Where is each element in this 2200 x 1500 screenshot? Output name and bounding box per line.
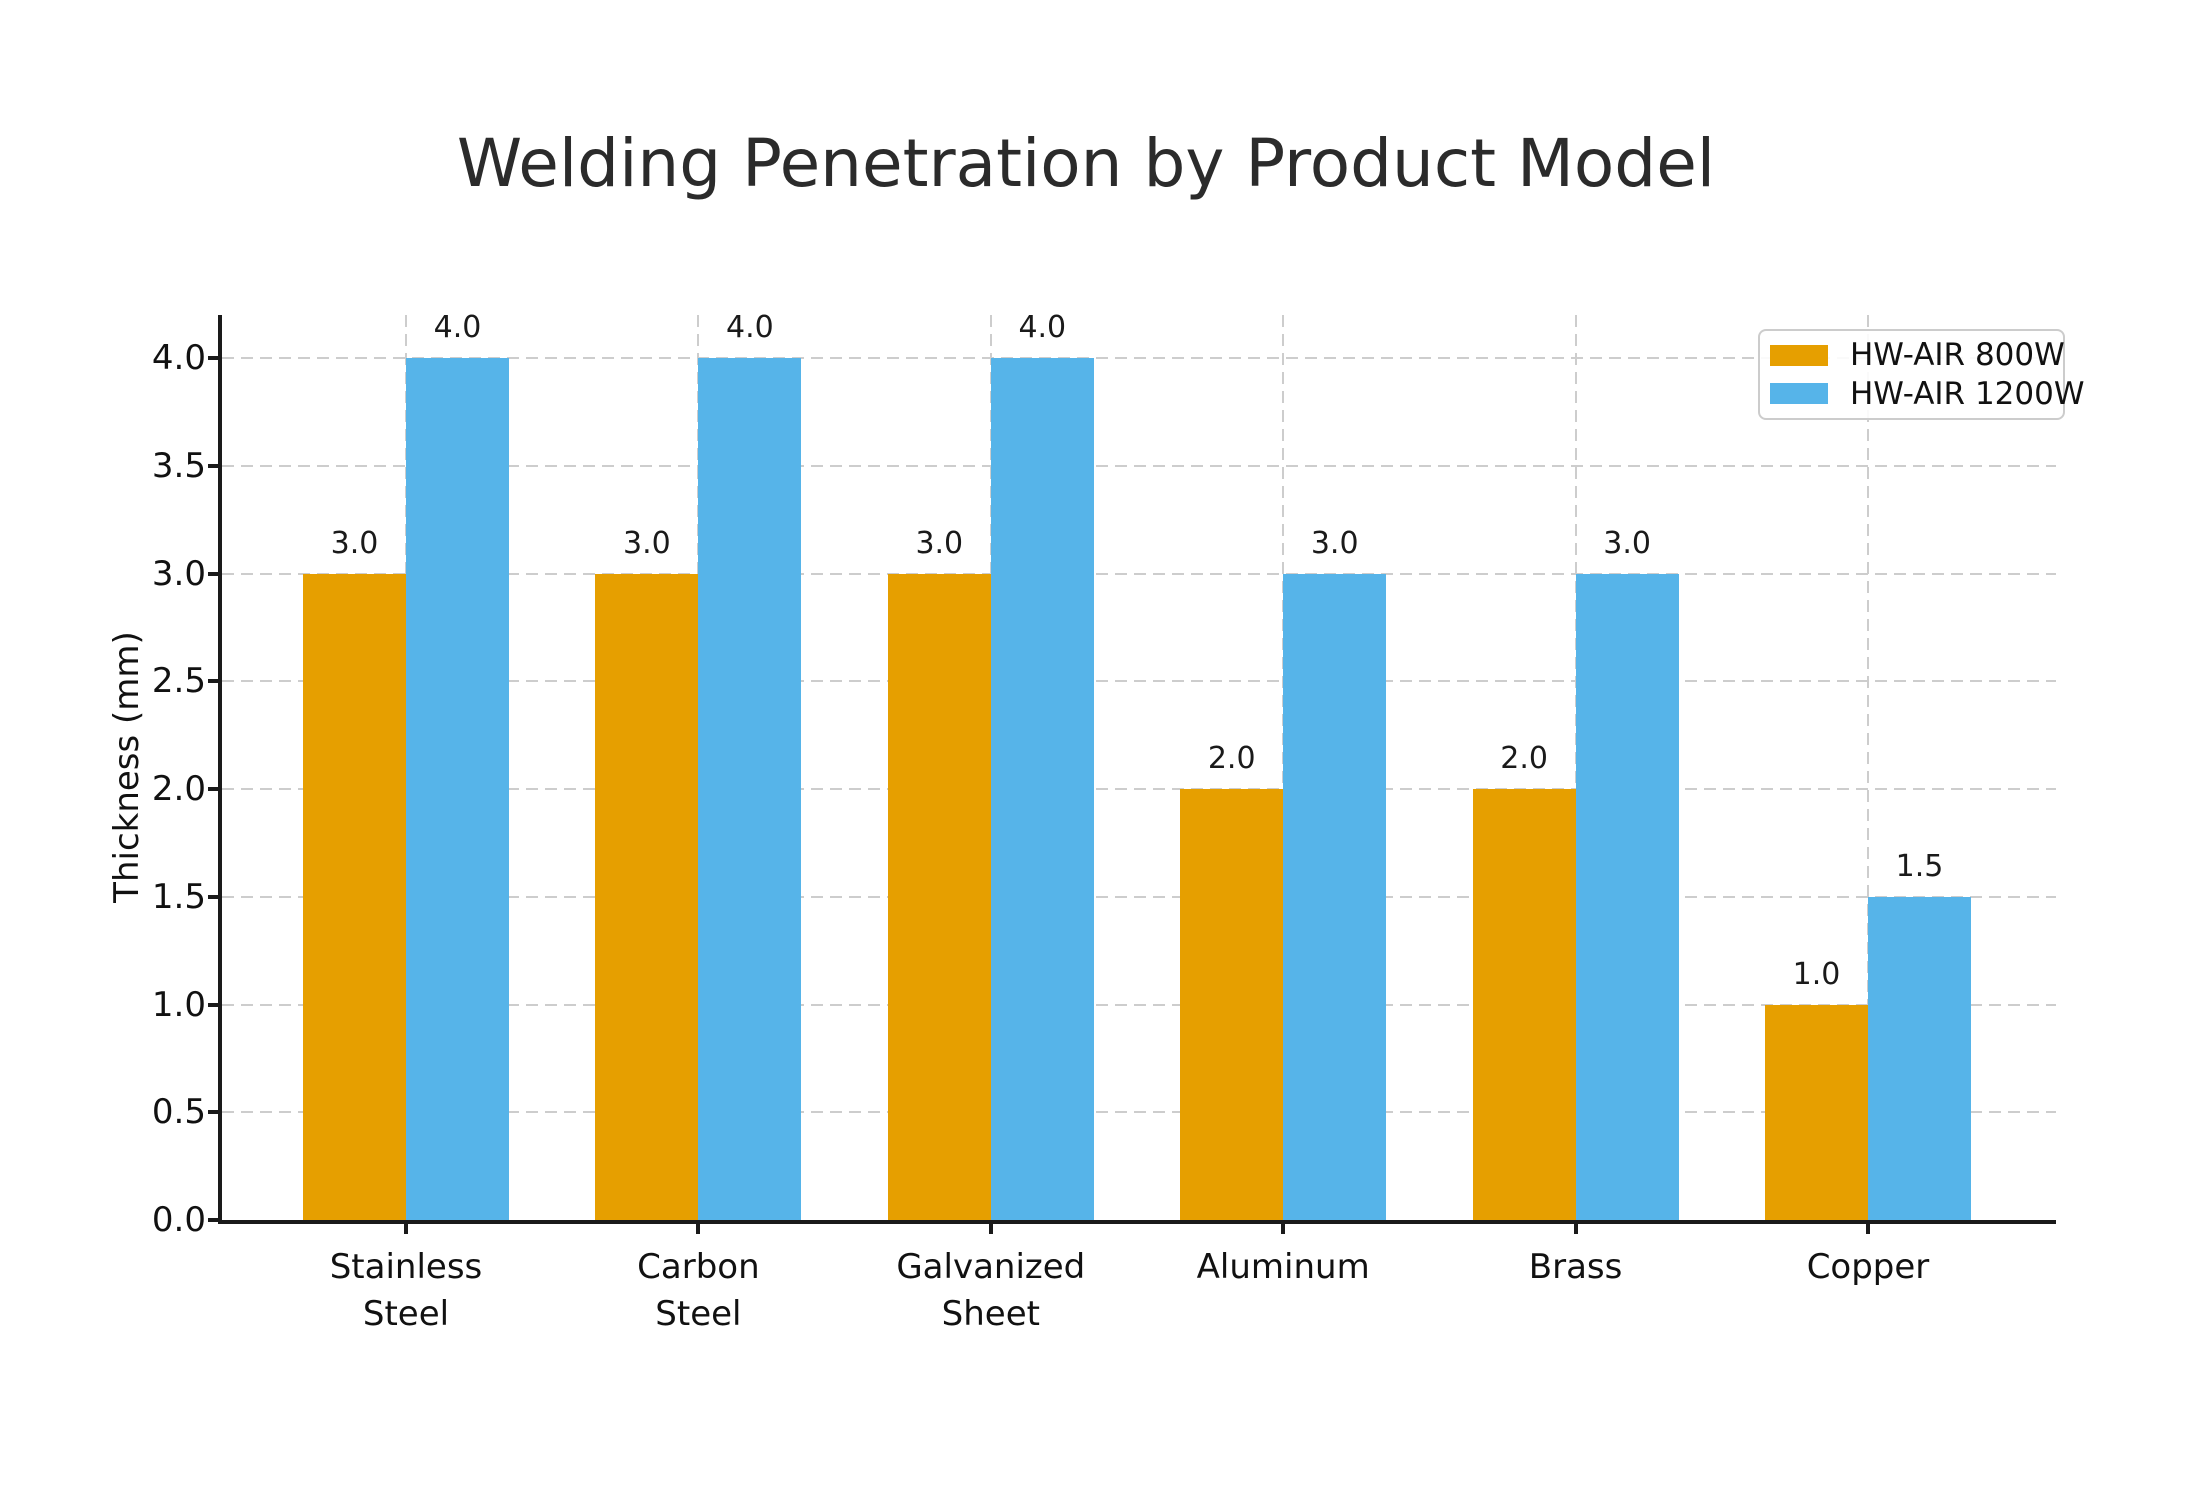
bar-hw-air-800w xyxy=(595,574,699,1220)
y-tick-label: 4.0 xyxy=(151,338,206,379)
bar-hw-air-1200w xyxy=(1868,897,1971,1220)
bar-value-label: 1.0 xyxy=(1792,957,1841,992)
y-tick-label: 2.5 xyxy=(151,661,206,702)
y-tick-mark xyxy=(208,1002,218,1007)
y-tick-mark xyxy=(208,894,218,899)
bar-value-label: 3.0 xyxy=(623,526,671,561)
horizontal-gridline xyxy=(222,1003,2056,1006)
bar-hw-air-1200w xyxy=(698,358,802,1220)
y-tick-mark xyxy=(208,1110,218,1115)
x-tick-mark xyxy=(1866,1224,1870,1234)
y-tick-mark xyxy=(208,787,218,792)
x-tick-mark xyxy=(1281,1224,1286,1234)
x-axis-spine xyxy=(218,1220,2056,1224)
bar-hw-air-800w xyxy=(887,574,991,1220)
x-tick-mark xyxy=(1573,1224,1578,1234)
y-tick-label: 1.5 xyxy=(151,876,206,917)
x-tick-mark xyxy=(696,1224,701,1234)
y-tick-label: 1.0 xyxy=(151,984,206,1025)
y-tick-mark xyxy=(208,356,218,361)
horizontal-gridline xyxy=(222,788,2056,791)
x-tick-label: Carbon Steel xyxy=(637,1247,760,1334)
bar-value-label: 4.0 xyxy=(433,310,482,345)
y-tick-label: 3.5 xyxy=(151,445,206,486)
legend-label: HW-AIR 800W xyxy=(1850,337,2065,374)
horizontal-gridline xyxy=(222,464,2056,467)
bar-hw-air-800w xyxy=(1472,789,1576,1220)
bar-value-label: 1.5 xyxy=(1895,849,1944,884)
bar-value-label: 3.0 xyxy=(915,526,964,561)
bar-value-label: 4.0 xyxy=(726,310,774,345)
x-tick-mark xyxy=(404,1224,408,1234)
bar-hw-air-800w xyxy=(1765,1005,1868,1220)
y-tick-label: 3.0 xyxy=(151,553,206,594)
bar-value-label: 3.0 xyxy=(1310,526,1359,561)
x-tick-label: Stainless Steel xyxy=(329,1247,483,1334)
bar-hw-air-1200w xyxy=(406,358,509,1220)
bar-value-label: 4.0 xyxy=(1018,310,1067,345)
horizontal-gridline xyxy=(222,572,2056,575)
y-tick-label: 0.5 xyxy=(151,1092,206,1133)
x-tick-label: Aluminum xyxy=(1196,1247,1370,1287)
plot-area: 3.0 3.0 3.0 2.0 2.0 1.0 4.0 4.0 4.0 3.0 3.0 1.5 0.0 0… xyxy=(152,310,2056,1334)
y-tick-mark xyxy=(208,463,218,468)
x-tick-label: Copper xyxy=(1806,1247,1930,1287)
x-tick-mark xyxy=(988,1224,993,1234)
x-tick-label: Galvanized Sheet xyxy=(896,1247,1086,1334)
y-tick-mark xyxy=(208,679,218,684)
bar-hw-air-1200w xyxy=(990,358,1094,1220)
legend-item: HW-AIR 1200W xyxy=(1770,375,2085,414)
bar-hw-air-800w xyxy=(1180,789,1284,1220)
horizontal-gridline xyxy=(222,895,2056,898)
bar-value-label: 3.0 xyxy=(1603,526,1651,561)
y-tick-mark xyxy=(208,1218,218,1222)
bar-value-label: 2.0 xyxy=(1207,741,1256,776)
bar-value-label: 3.0 xyxy=(330,526,379,561)
vertical-gridline xyxy=(1867,315,1869,1220)
y-tick-label: 2.0 xyxy=(151,769,206,810)
bar-hw-air-800w xyxy=(303,574,406,1220)
horizontal-gridline xyxy=(222,1111,2056,1114)
chart-title: Welding Penetration by Product Model xyxy=(456,125,1716,202)
legend-swatch xyxy=(1770,344,1828,366)
y-axis-spine xyxy=(218,315,222,1224)
horizontal-gridline xyxy=(222,357,2056,360)
legend: HW-AIR 800W HW-AIR 1200W xyxy=(1758,329,2085,420)
bar-hw-air-1200w xyxy=(1575,574,1679,1220)
legend-label: HW-AIR 1200W xyxy=(1850,375,2085,412)
y-tick-label: 0.0 xyxy=(151,1200,206,1240)
bar-value-label: 2.0 xyxy=(1500,741,1548,776)
x-tick-label: Brass xyxy=(1528,1247,1623,1287)
bar-hw-air-1200w xyxy=(1283,574,1387,1220)
legend-item: HW-AIR 800W xyxy=(1770,336,2065,375)
horizontal-gridline xyxy=(222,680,2056,683)
legend-swatch xyxy=(1770,383,1828,405)
y-tick-mark xyxy=(208,571,218,576)
